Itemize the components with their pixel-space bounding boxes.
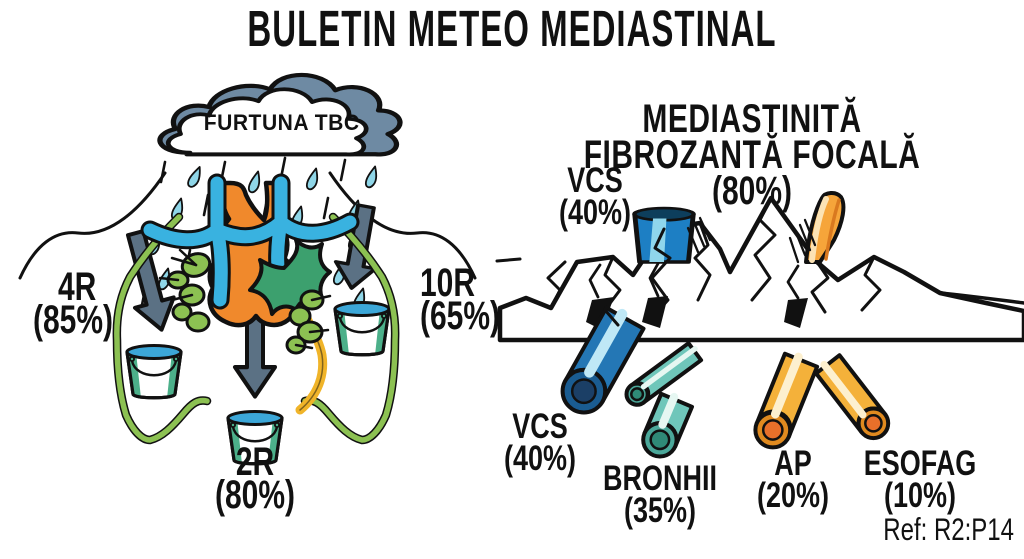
svg-text:(80%): (80%): [712, 169, 792, 213]
svg-text:(65%): (65%): [420, 294, 500, 338]
svg-text:(85%): (85%): [33, 298, 113, 342]
svg-text:(10%): (10%): [884, 474, 956, 515]
svg-text:FURTUNA TBC: FURTUNA TBC: [204, 109, 360, 135]
svg-text:(20%): (20%): [757, 474, 829, 515]
svg-text:(35%): (35%): [624, 489, 696, 530]
svg-text:(80%): (80%): [215, 473, 295, 517]
svg-text:(40%): (40%): [504, 437, 576, 478]
svg-text:Ref: R2:P14: Ref: R2:P14: [883, 512, 1014, 547]
svg-text:(40%): (40%): [559, 191, 631, 232]
